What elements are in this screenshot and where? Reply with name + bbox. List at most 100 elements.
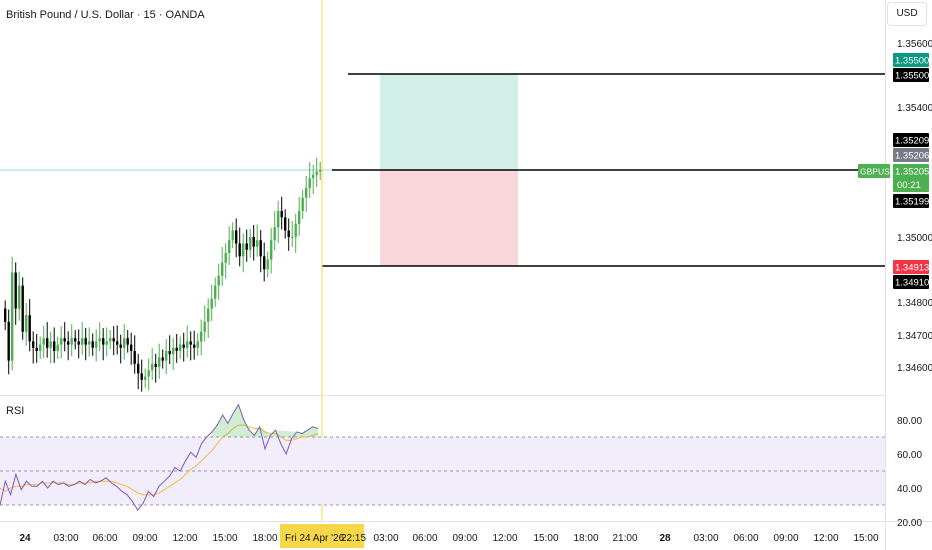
time-tick-label: 18:00 bbox=[573, 533, 598, 544]
candle-up bbox=[217, 275, 220, 286]
candle-up bbox=[98, 338, 101, 342]
candle-up bbox=[315, 171, 318, 175]
candle-up bbox=[242, 243, 245, 257]
currency-selector[interactable]: USD bbox=[887, 2, 927, 26]
price-tick-label: 1.34600 bbox=[897, 363, 932, 374]
candle-up bbox=[144, 376, 147, 380]
candle-up bbox=[186, 341, 189, 348]
candle-up bbox=[25, 315, 28, 332]
time-tick-label: 21:00 bbox=[612, 533, 637, 544]
candle-down bbox=[287, 230, 290, 237]
candle-up bbox=[105, 341, 108, 345]
symbol-tag: GBPUSD bbox=[860, 167, 896, 177]
candle-down bbox=[161, 357, 164, 361]
candle-down bbox=[67, 341, 70, 345]
candle-up bbox=[172, 347, 175, 355]
candle-down bbox=[130, 344, 133, 351]
candle-down bbox=[74, 338, 77, 342]
candle-down bbox=[53, 341, 56, 351]
crosshair-date-label: Fri 24 Apr '26 bbox=[285, 533, 345, 544]
time-axis[interactable]: 24 03:00 06:00 09:00 12:00 15:00 18:00 03:00 06:… bbox=[19, 524, 879, 548]
candle-up bbox=[305, 187, 308, 198]
symbol-title: British Pound / U.S. Dollar · 15 · OANDA bbox=[6, 9, 205, 21]
candle-down bbox=[189, 341, 192, 345]
stop-loss-price-label: 1.34913 bbox=[895, 263, 929, 274]
time-tick-label: 15:00 bbox=[853, 533, 878, 544]
candle-down bbox=[14, 272, 17, 309]
candle-down bbox=[140, 373, 143, 380]
candle-up bbox=[270, 240, 273, 260]
price-tick-label: 1.35400 bbox=[897, 103, 932, 114]
candle-down bbox=[102, 338, 105, 345]
time-tick-label: 06:00 bbox=[92, 533, 117, 544]
candle-down bbox=[252, 237, 255, 247]
price-tick-label: 1.34700 bbox=[897, 331, 932, 342]
stop-loss-price-label-bg bbox=[893, 260, 929, 274]
rsi-overbought-fill bbox=[212, 404, 318, 437]
rsi-pane[interactable] bbox=[0, 403, 885, 511]
price-axis[interactable]: 1.35600 1.35400 1.35000 1.34800 1.34700 1.346… bbox=[858, 39, 932, 529]
candle-down bbox=[133, 351, 136, 364]
candle-up bbox=[18, 285, 21, 309]
candle-down bbox=[46, 338, 49, 348]
candle-up bbox=[158, 357, 161, 367]
last-price-bg bbox=[893, 164, 929, 192]
prev-price-label-bg bbox=[893, 148, 929, 162]
candle-up bbox=[224, 253, 227, 263]
low-price-label-bg bbox=[893, 194, 929, 208]
time-tick-label: 03:00 bbox=[53, 533, 78, 544]
candle-down bbox=[259, 240, 262, 257]
candle-down bbox=[175, 347, 178, 351]
candle-up bbox=[56, 344, 59, 351]
time-tick-label: 18:00 bbox=[252, 533, 277, 544]
time-tick-label: 15:00 bbox=[533, 533, 558, 544]
candle-up bbox=[266, 259, 269, 270]
time-tick-label: 03:00 bbox=[693, 533, 718, 544]
candle-down bbox=[35, 347, 38, 351]
time-tick-label: 09:00 bbox=[773, 533, 798, 544]
time-tick-label: 09:00 bbox=[452, 533, 477, 544]
candle-up bbox=[294, 223, 297, 237]
rsi-ma-line bbox=[0, 424, 319, 496]
candle-up bbox=[88, 341, 91, 345]
candle-up bbox=[231, 230, 234, 241]
candle-up bbox=[11, 272, 14, 361]
candle-down bbox=[77, 341, 80, 345]
crosshair-time-bg bbox=[280, 524, 364, 548]
profit-zone[interactable] bbox=[380, 74, 518, 170]
candle-down bbox=[126, 338, 129, 345]
bar-countdown-label: 00:21 bbox=[897, 180, 921, 191]
rsi-tick-label: 60.00 bbox=[897, 450, 922, 461]
candle-down bbox=[21, 285, 24, 332]
loss-zone[interactable] bbox=[380, 170, 518, 266]
stop-loss-line-price-label-bg bbox=[893, 275, 929, 289]
time-tick-label: 12:00 bbox=[492, 533, 517, 544]
candle-down bbox=[238, 243, 241, 257]
stop-loss-line-price-label: 1.34910 bbox=[895, 278, 929, 289]
candle-down bbox=[235, 230, 238, 244]
candle-up bbox=[39, 344, 42, 351]
time-tick-label: 12:00 bbox=[172, 533, 197, 544]
last-price-label: 1.35205 bbox=[895, 167, 929, 178]
candle-up bbox=[60, 338, 63, 345]
rsi-tick-label: 20.00 bbox=[897, 518, 922, 529]
high-price-label: 1.35209 bbox=[895, 136, 929, 147]
high-price-label-bg bbox=[893, 133, 929, 147]
take-profit-line-price-label-bg bbox=[893, 68, 929, 82]
time-tick-label: 28 bbox=[659, 533, 671, 544]
candle-down bbox=[119, 344, 122, 348]
candle-up bbox=[200, 331, 203, 342]
symbol-tag-bg bbox=[858, 164, 890, 178]
candle-down bbox=[137, 363, 140, 374]
candle-up bbox=[123, 338, 126, 348]
time-tick-label: 06:00 bbox=[412, 533, 437, 544]
candle-up bbox=[210, 298, 213, 309]
candle-down bbox=[284, 217, 287, 231]
candle-up bbox=[109, 338, 112, 342]
time-tick-label: 03:00 bbox=[373, 533, 398, 544]
rsi-tick-label: 40.00 bbox=[897, 484, 922, 495]
price-tick-label: 1.34800 bbox=[897, 298, 932, 309]
candle-down bbox=[7, 321, 10, 361]
